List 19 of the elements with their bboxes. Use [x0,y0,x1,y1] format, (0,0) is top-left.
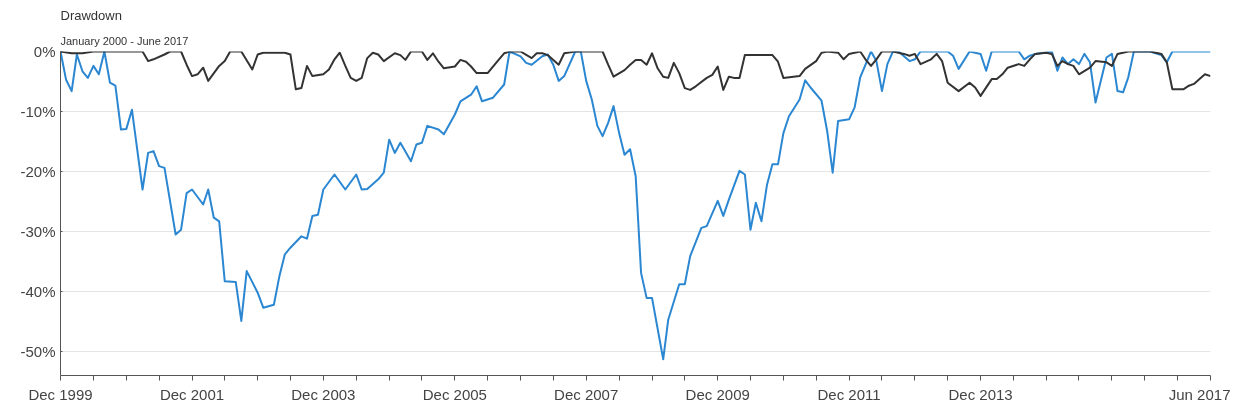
x-tick-label: Jun 2017 [1168,385,1231,403]
chart-title: Drawdown [60,7,122,23]
x-tick-label: Dec 2009 [685,385,750,403]
y-tick-label: -20% [20,163,56,180]
chart-subtitle: January 2000 - June 2017 [60,34,189,47]
y-tick-label: -40% [20,283,56,300]
x-tick-label: Dec 2007 [554,385,619,403]
x-tick-label: Dec 2001 [159,385,225,403]
x-tick-label: Dec 2005 [422,385,487,403]
x-tick-label: Dec 2013 [948,385,1013,403]
line-series [60,51,1211,361]
x-tick-label: Dec 1999 [28,385,93,403]
x-tick-label: Dec 2011 [817,385,881,403]
x-tick-label: Dec 2003 [291,385,356,403]
y-tick-label: -50% [20,343,56,360]
y-tick-label: -30% [20,223,56,240]
y-tick-label: 0% [33,43,56,60]
y-tick-label: -10% [20,103,56,120]
line-series [60,51,1211,97]
